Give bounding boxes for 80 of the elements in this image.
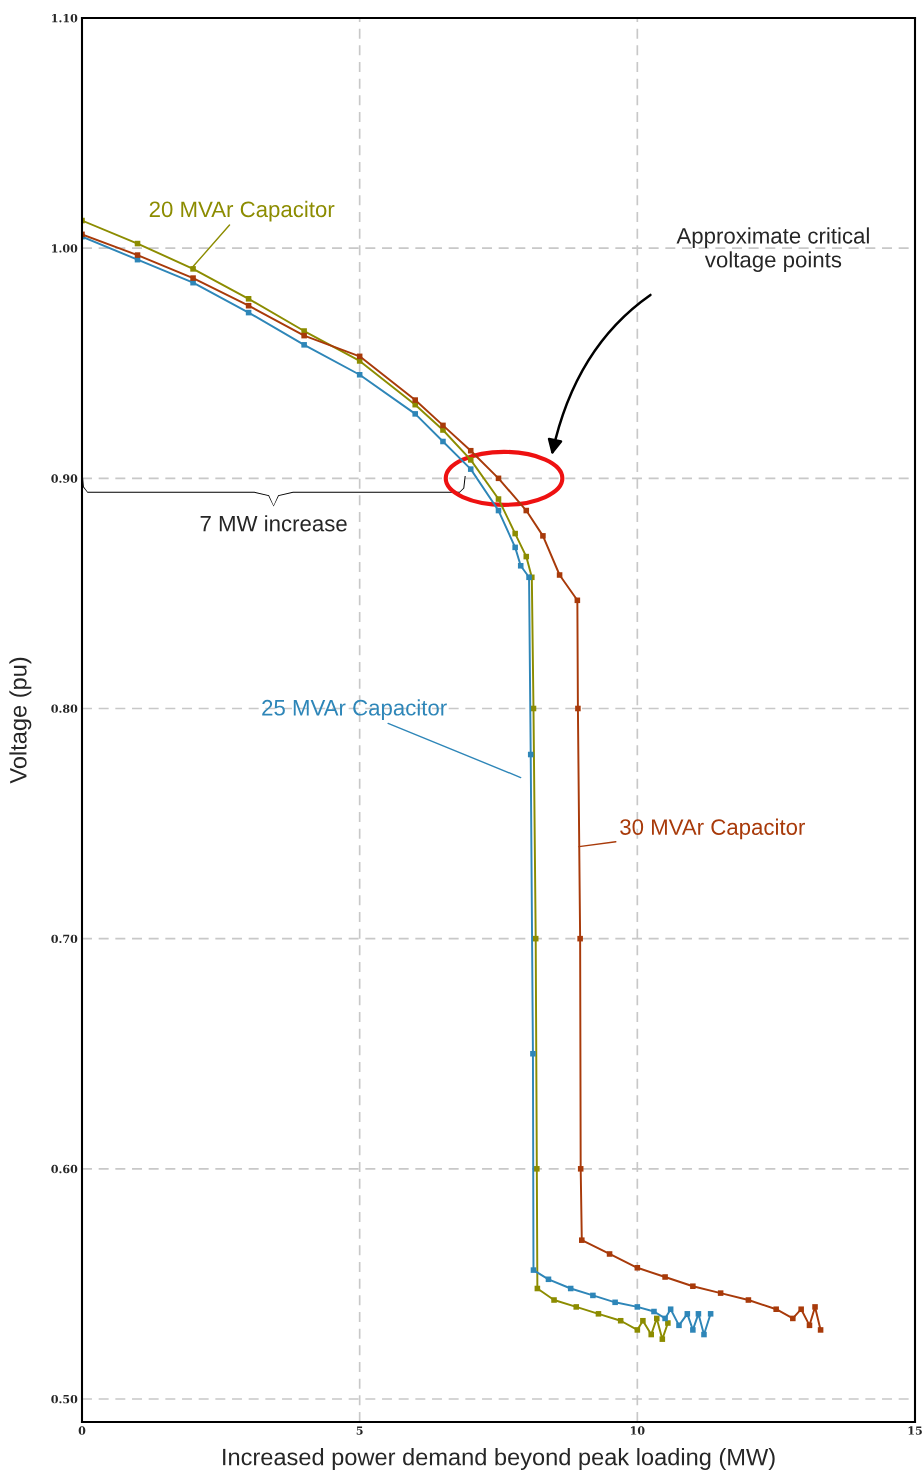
point [662, 1315, 668, 1322]
point [612, 1299, 618, 1306]
point [540, 533, 546, 539]
y-tick-label: 0.80 [51, 704, 78, 713]
point [695, 1311, 702, 1317]
y-tick-label: 0.60 [51, 1164, 78, 1174]
x-tick-label: 5 [356, 1426, 363, 1435]
point [495, 496, 502, 502]
point [798, 1306, 804, 1312]
point [556, 572, 563, 578]
y-tick-label: 0.70 [51, 934, 78, 944]
point [590, 1292, 596, 1299]
point [530, 1267, 537, 1273]
point [440, 422, 446, 429]
point [676, 1322, 682, 1329]
point [665, 1320, 671, 1326]
point [690, 1283, 696, 1289]
point [707, 1311, 714, 1317]
point [662, 1274, 668, 1280]
point [617, 1317, 624, 1324]
point [245, 296, 252, 302]
point [512, 530, 518, 537]
point [440, 438, 446, 445]
y-tick-label: 0.90 [51, 474, 78, 483]
x-tick-label: 15 [908, 1426, 922, 1435]
point [412, 411, 418, 417]
point [634, 1265, 641, 1271]
y-tick-label: 1.00 [52, 244, 78, 253]
point [467, 447, 474, 454]
point [467, 466, 474, 472]
point [551, 1297, 557, 1303]
text: 25 MVAr Capacitor [262, 699, 447, 720]
point [577, 935, 583, 942]
point [579, 1237, 585, 1243]
x-axis-title: Increased power demand beyond peak loading (MW) [223, 1448, 775, 1471]
legend-label: 30 MVAr Capacitor [620, 818, 806, 840]
point [190, 266, 196, 272]
point [573, 1304, 580, 1310]
point [523, 553, 530, 560]
point [790, 1315, 796, 1322]
point [301, 332, 307, 339]
point [517, 563, 524, 569]
point [134, 252, 141, 258]
point [356, 371, 363, 378]
x-tick-label: 10 [630, 1426, 645, 1435]
point [812, 1304, 818, 1310]
series-label: 20 MVAr Capacitor [149, 200, 335, 222]
point [717, 1290, 724, 1296]
point [467, 457, 474, 463]
point [634, 1327, 641, 1333]
point [512, 544, 518, 551]
y-tick-label: 1.10 [52, 13, 78, 23]
point [606, 1251, 613, 1257]
point [523, 507, 530, 514]
annotation: 7 MW increase [200, 515, 347, 532]
point [701, 1331, 707, 1338]
annotation: Approximate critical voltage points [676, 227, 869, 272]
x-tick-label: 0 [78, 1426, 86, 1435]
point [684, 1311, 691, 1317]
point [659, 1336, 666, 1342]
point [190, 275, 196, 281]
point [530, 1050, 536, 1057]
point [575, 705, 581, 712]
point [634, 1304, 641, 1310]
point [534, 1166, 540, 1172]
point [667, 1306, 674, 1312]
point [817, 1327, 824, 1333]
point [412, 397, 418, 403]
y-tick-label: 0.50 [51, 1394, 78, 1404]
point [651, 1308, 657, 1315]
point [773, 1306, 779, 1312]
point [301, 342, 307, 348]
point [745, 1297, 752, 1303]
point [653, 1315, 660, 1322]
y-axis-title: Voltage (pu) [9, 657, 32, 784]
point [648, 1331, 654, 1338]
point [690, 1327, 696, 1333]
point [577, 1166, 584, 1172]
point [595, 1311, 602, 1317]
point [640, 1317, 646, 1324]
